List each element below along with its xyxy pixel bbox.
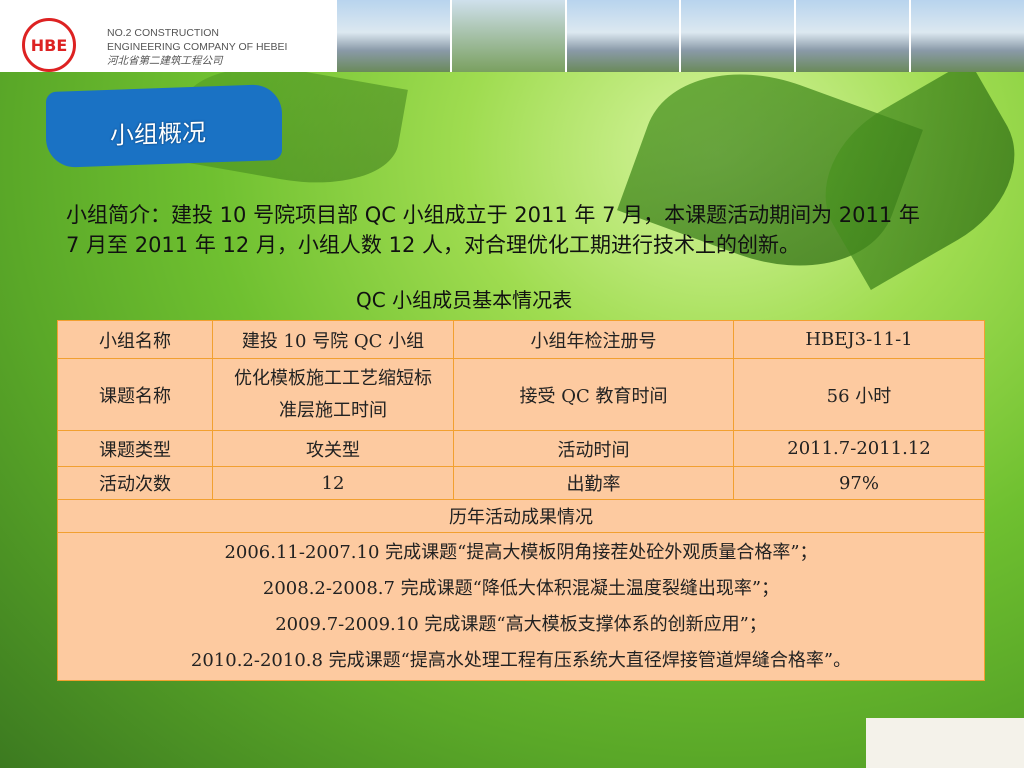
flower-decoration [866, 718, 1024, 768]
table-cell: 优化模板施工工艺缩短标准层施工时间 [212, 358, 454, 431]
history-item: 2006.11-2007.10 完成课题“提高大模板阴角接茬处砼外观质量合格率”… [224, 541, 818, 563]
table-cell: 接受 QC 教育时间 [453, 358, 734, 431]
section-title: 小组概况 [110, 118, 206, 150]
table-row: 历年活动成果情况 [57, 499, 985, 533]
history-item: 2008.2-2008.7 完成课题“降低大体积混凝土温度裂缝出现率”； [262, 577, 780, 599]
building-photos [335, 0, 1024, 72]
table-row: 小组名称 建投 10 号院 QC 小组 小组年检注册号 HBEJ3-11-1 [57, 320, 985, 359]
history-item: 2009.7-2009.10 完成课题“高大模板支撑体系的创新应用”； [275, 613, 767, 635]
table-row: 课题类型 攻关型 活动时间 2011.7-2011.12 [57, 430, 985, 467]
company-logo: HBE [22, 18, 76, 72]
logo-text: HBE [30, 35, 68, 55]
group-intro: 小组简介：建投 10 号院项目部 QC 小组成立于 2011 年 7 月，本课题… [66, 203, 920, 257]
table-cell: 2011.7-2011.12 [733, 430, 985, 467]
table-cell: 建投 10 号院 QC 小组 [212, 320, 454, 359]
table-row: 2006.11-2007.10 完成课题“提高大模板阴角接茬处砼外观质量合格率”… [57, 532, 985, 681]
table-cell: 97% [733, 466, 985, 500]
history-header: 历年活动成果情况 [57, 499, 985, 533]
header: HBE NO.2 CONSTRUCTION ENGINEERING COMPAN… [0, 0, 1024, 72]
table-cell: 小组名称 [57, 320, 213, 359]
table-cell: 12 [212, 466, 454, 500]
table-cell: 小组年检注册号 [453, 320, 734, 359]
qc-group-table: 小组名称 建投 10 号院 QC 小组 小组年检注册号 HBEJ3-11-1 课题名称… [57, 320, 985, 681]
history-item: 2010.2-2010.8 完成课题“提高水处理工程有压系统大直径焊接管道焊缝合… [190, 649, 852, 671]
table-cell: 课题名称 [57, 358, 213, 431]
section-banner: 小组概况 [46, 83, 282, 169]
table-cell: HBEJ3-11-1 [733, 320, 985, 359]
table-cell: 56 小时 [733, 358, 985, 431]
table-row: 课题名称 优化模板施工工艺缩短标准层施工时间 接受 QC 教育时间 56 小时 [57, 358, 985, 431]
company-name-en-2: ENGINEERING COMPANY OF HEBEI [107, 41, 288, 53]
table-cell: 攻关型 [212, 430, 454, 467]
table-cell: 活动时间 [453, 430, 734, 467]
table-row: 活动次数 12 出勤率 97% [57, 466, 985, 500]
table-caption: QC 小组成员基本情况表 [356, 288, 573, 312]
table-cell: 课题类型 [57, 430, 213, 467]
table-cell: 出勤率 [453, 466, 734, 500]
table-cell: 活动次数 [57, 466, 213, 500]
company-name-en-1: NO.2 CONSTRUCTION [107, 27, 220, 39]
company-name-cn: 河北省第二建筑工程公司 [107, 55, 223, 67]
company-name: NO.2 CONSTRUCTION ENGINEERING COMPANY OF… [107, 26, 287, 68]
history-cell: 2006.11-2007.10 完成课题“提高大模板阴角接茬处砼外观质量合格率”… [57, 532, 985, 681]
